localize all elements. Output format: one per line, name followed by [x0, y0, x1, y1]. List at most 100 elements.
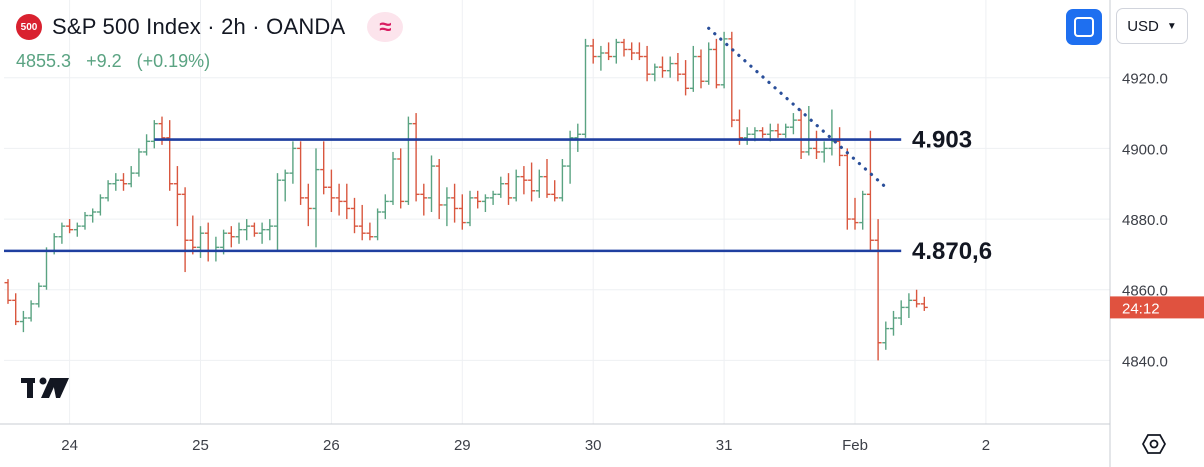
ohlc-bar — [320, 141, 328, 195]
ohlc-bar — [351, 197, 358, 234]
ohlc-bar — [343, 183, 351, 220]
ohlc-bar — [435, 159, 443, 220]
level-lines[interactable]: 4.903 4.870,6 — [4, 127, 992, 265]
x-tick-label: 30 — [585, 437, 602, 454]
price-change: +9.2 — [86, 51, 122, 71]
settings-hexagon-icon — [1142, 434, 1166, 454]
settings-button[interactable] — [1140, 430, 1168, 458]
ohlc-bar — [281, 169, 289, 202]
ohlc-bar — [312, 148, 320, 248]
axis-frame — [0, 0, 1111, 467]
ohlc-bar — [12, 293, 20, 326]
ohlc-bar — [789, 113, 797, 135]
ohlc-bar — [843, 148, 851, 230]
currency-select[interactable]: USD ▼ — [1116, 8, 1188, 44]
ohlc-bar — [404, 116, 412, 205]
level-label-1: 4.870,6 — [912, 238, 992, 265]
ohlc-bar — [643, 45, 651, 82]
ohlc-bar — [859, 190, 867, 230]
ohlc-bar — [104, 180, 112, 202]
ohlc-bar — [143, 134, 151, 156]
trendline[interactable] — [707, 26, 888, 189]
ohlc-bar — [120, 173, 127, 191]
ohlc-bar — [558, 159, 566, 202]
ohlc-bar — [374, 208, 382, 241]
ohlc-bar — [728, 31, 736, 128]
symbol-badge[interactable]: 500 — [16, 14, 42, 40]
ohlc-bar — [659, 56, 666, 78]
ohlc-bar — [697, 49, 705, 89]
ohlc-bar — [304, 183, 312, 227]
x-tick-label: 31 — [716, 437, 733, 454]
ohlc-bar — [150, 120, 158, 149]
ohlc-bar — [266, 219, 274, 241]
ohlc-bar — [782, 123, 790, 138]
x-tick-label: 25 — [192, 437, 209, 454]
x-tick-label: Feb — [842, 437, 868, 454]
ohlc-bar — [274, 173, 281, 251]
ohlc-bar — [890, 310, 897, 336]
quote-line: 4855.3 +9.2 (+0.19%) — [16, 51, 220, 72]
ohlc-bar — [820, 141, 828, 163]
wave-icon[interactable]: ≈ — [367, 12, 404, 42]
x-tick-label: 26 — [323, 437, 340, 454]
ohlc-bar — [212, 236, 220, 262]
ohlc-bar — [204, 222, 212, 262]
ohlc-bar — [112, 173, 120, 191]
ohlc-bar — [882, 321, 890, 350]
ohlc-bar — [397, 148, 405, 209]
ohlc-bar — [874, 219, 882, 361]
ohlc-bar — [505, 173, 512, 205]
ohlc-bar — [628, 42, 636, 61]
chevron-down-icon: ▼ — [1166, 20, 1177, 32]
ohlc-bar — [197, 226, 204, 258]
ohlc-bar — [866, 130, 874, 251]
ohlc-bar — [797, 109, 805, 159]
ohlc-bar — [412, 113, 420, 202]
ohlc-bar — [543, 159, 551, 198]
ohlc-bar — [905, 293, 913, 318]
x-tick-label: 29 — [454, 437, 471, 454]
ohlc-bar — [605, 42, 613, 61]
ohlc-bar — [96, 194, 104, 216]
ohlc-bar — [512, 169, 520, 202]
ohlc-bar — [620, 38, 628, 57]
y-tick-label: 4840.0 — [1122, 353, 1168, 370]
ohlc-bar — [574, 123, 582, 152]
y-tick-label: 4920.0 — [1122, 71, 1168, 88]
ohlc-bar — [666, 56, 674, 78]
x-tick-label: 2 — [982, 437, 990, 454]
ohlc-bars — [4, 31, 928, 361]
fullscreen-button[interactable] — [1066, 9, 1102, 45]
currency-value: USD — [1127, 17, 1159, 35]
ohlc-bar — [451, 183, 459, 223]
x-axis[interactable]: 24 25 26 29 30 31 Feb 2 — [61, 437, 990, 454]
symbol-title[interactable]: S&P 500 Index · 2h · OANDA — [52, 14, 346, 39]
ohlc-bar — [682, 60, 690, 96]
y-tick-label: 4900.0 — [1122, 141, 1168, 158]
ohlc-bar — [443, 187, 451, 227]
ohlc-bar — [689, 45, 697, 92]
ohlc-bar — [920, 296, 928, 311]
last-price: 4855.3 — [16, 51, 72, 71]
ohlc-bar — [166, 120, 174, 191]
ohlc-bar — [805, 106, 813, 156]
ohlc-bar — [674, 53, 682, 82]
ohlc-bar — [712, 38, 720, 89]
ohlc-bar — [389, 151, 397, 205]
x-tick-label: 24 — [61, 437, 78, 454]
ohlc-bar — [297, 141, 305, 205]
ohlc-bar — [528, 162, 536, 202]
ohlc-bar — [243, 219, 251, 241]
y-axis[interactable]: 4840.0 4860.0 4880.0 4900.0 4920.0 — [1122, 71, 1168, 371]
ohlc-bar — [35, 282, 43, 308]
tradingview-logo[interactable] — [21, 377, 69, 399]
ohlc-bar — [589, 38, 597, 64]
ohlc-bar — [759, 127, 767, 138]
ohlc-bar — [466, 190, 474, 227]
ohlc-bar — [913, 289, 921, 308]
level-label-0: 4.903 — [912, 127, 972, 154]
ohlc-bar — [81, 212, 89, 230]
ohlc-bar — [582, 38, 589, 138]
